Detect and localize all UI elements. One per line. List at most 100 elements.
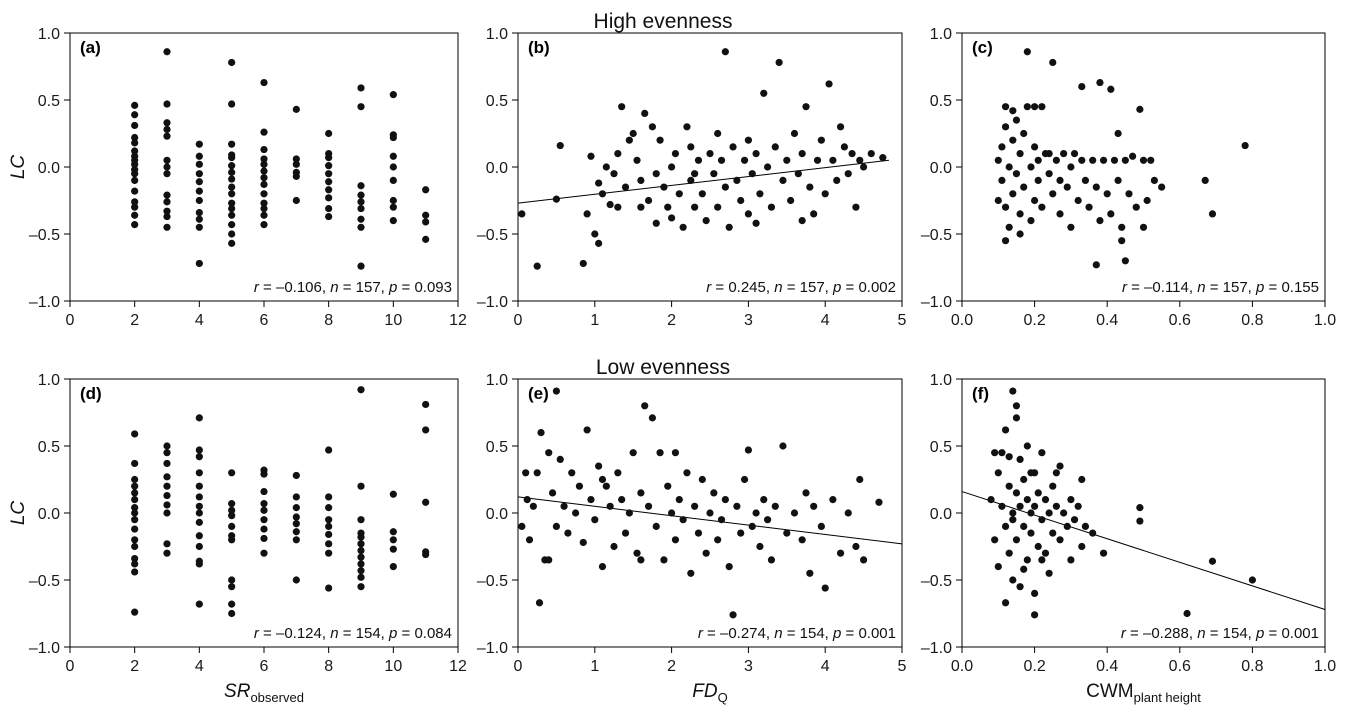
data-point [756,190,764,198]
x-tick-label: 0.8 [1241,658,1263,675]
data-point [389,91,397,99]
data-point [131,489,139,497]
data-point [325,178,333,186]
data-point [648,123,657,131]
data-point [357,583,365,591]
data-point [671,449,680,457]
data-point [1049,482,1057,490]
y-tick-label: 1.0 [486,372,508,389]
data-point [228,522,236,531]
data-point [357,516,365,524]
data-point [292,504,300,512]
data-point [564,529,572,537]
data-point [422,400,430,409]
data-point [1081,522,1090,531]
x-tick-label: 2 [667,312,676,329]
y-tick-label: 1.0 [486,26,508,43]
data-point [1020,522,1028,531]
data-point [629,129,637,138]
data-point [422,426,430,434]
data-point [292,493,300,501]
data-point [721,496,729,504]
data-point [1063,522,1071,531]
data-point [644,502,653,510]
data-point [725,223,733,231]
data-point [545,556,553,564]
data-point [1114,129,1122,138]
data-point [867,150,875,158]
data-point [325,170,333,178]
data-point [260,190,268,198]
data-point [829,156,837,164]
data-point [1031,502,1039,510]
data-point [228,512,236,520]
data-point [228,100,236,108]
x-tick-label: 2 [130,658,139,675]
data-point [292,576,300,584]
y-tick-label: 0.0 [38,160,60,177]
regression-line [517,159,890,204]
data-point [260,500,268,508]
data-point [1034,542,1042,551]
data-point [131,170,139,178]
data-point [1103,190,1111,198]
x-tick-label: 4 [195,658,204,675]
data-point [1005,482,1013,490]
data-point [556,455,564,463]
y-tick-label: 0.5 [930,439,952,456]
data-point [687,176,695,184]
data-point [668,214,676,222]
data-point [833,176,841,184]
data-point [195,196,203,205]
data-point [583,426,591,434]
data-point [163,156,171,164]
data-point [614,203,622,211]
y-tick-label: 0.5 [486,93,508,110]
data-point [1129,152,1137,160]
data-point [748,170,756,178]
row-title-high-evenness: High evenness [594,10,733,33]
data-point [163,198,171,206]
data-point [422,186,430,194]
data-point [1125,190,1133,198]
panel-label: (a) [80,38,101,57]
data-point [848,150,856,158]
data-point [825,80,833,88]
data-point [195,187,203,195]
x-tick-label: 6 [260,658,269,675]
panel-e: 0 1 2 3 4 5 –1.0 –0.5 0.0 0.5 1.0 (e) FDQ r = –0.274,… [477,372,907,705]
data-point [163,442,171,450]
data-point [729,611,737,619]
data-point [131,133,139,142]
data-point [1208,210,1217,218]
data-point [625,136,633,144]
data-point [228,175,236,183]
x-tick-label: 1.0 [1314,658,1336,675]
data-point [325,154,333,162]
plot-frame [517,32,903,302]
data-point [836,123,845,131]
points [987,387,1256,619]
data-point [668,509,676,517]
data-point [856,475,864,484]
data-point [602,482,610,490]
data-point [357,103,365,111]
data-point [228,583,236,591]
data-point [1078,542,1086,551]
data-point [760,89,768,97]
data-point [752,219,760,227]
data-point [583,210,591,218]
data-point [698,190,706,198]
data-point [802,489,810,497]
points [994,48,1249,269]
stats-text: r = –0.274, n = 154, p = 0.001 [698,625,896,642]
data-point [1027,163,1035,171]
data-point [1016,150,1024,158]
data-point [163,170,171,178]
data-point [357,573,365,581]
data-point [389,217,397,225]
data-point [595,462,603,470]
data-point [671,150,680,158]
x-tick-label: 1.0 [1314,312,1336,329]
data-point [568,469,576,477]
